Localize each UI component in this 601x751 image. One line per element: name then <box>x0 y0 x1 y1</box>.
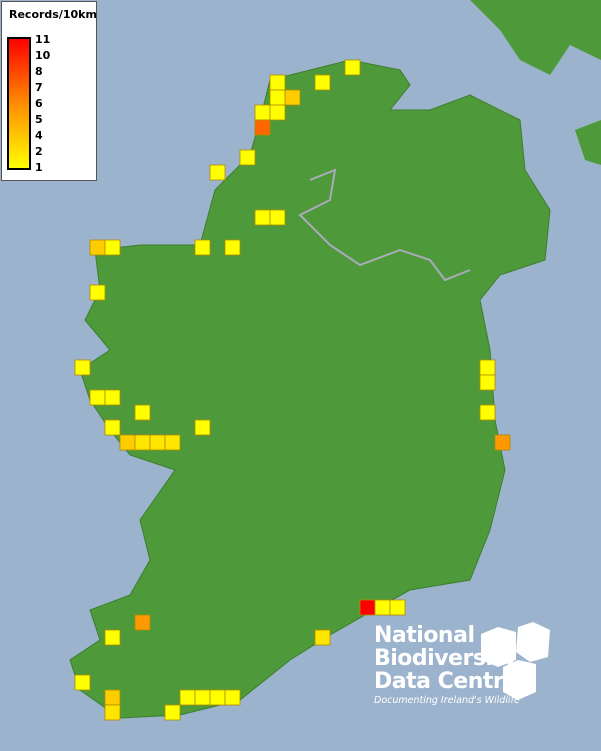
legend-tick: 4 <box>35 129 43 142</box>
record-square <box>254 209 271 226</box>
record-square <box>194 419 211 436</box>
record-square <box>269 74 286 91</box>
legend-tick: 8 <box>35 65 43 78</box>
record-square <box>119 434 136 451</box>
record-square <box>179 689 196 706</box>
legend-tick: 1 <box>35 161 43 174</box>
record-square <box>164 704 181 721</box>
record-square <box>209 689 226 706</box>
record-square <box>224 239 241 256</box>
record-square <box>164 434 181 451</box>
record-square <box>149 434 166 451</box>
legend-tick: 10 <box>35 49 51 62</box>
record-square <box>89 389 106 406</box>
record-squares <box>74 59 511 721</box>
record-square <box>134 614 151 631</box>
record-square <box>194 689 211 706</box>
legend-tick: 6 <box>35 97 43 110</box>
record-square <box>104 239 121 256</box>
record-square <box>209 164 226 181</box>
record-square <box>479 404 496 421</box>
record-square <box>314 629 331 646</box>
record-square <box>269 209 286 226</box>
record-square <box>239 149 256 166</box>
legend-tick: 11 <box>35 33 51 46</box>
record-square <box>104 389 121 406</box>
record-square <box>389 599 406 616</box>
scotland-island <box>575 120 601 165</box>
legend-tick: 7 <box>35 81 43 94</box>
legend-title: Records/10km <box>9 8 97 21</box>
record-square <box>479 374 496 391</box>
scotland-landmass <box>470 0 601 75</box>
record-square <box>104 704 121 721</box>
record-square <box>254 119 271 136</box>
record-square <box>344 59 361 76</box>
logo-hexagons-icon <box>481 622 550 700</box>
record-square <box>104 689 121 706</box>
record-square <box>104 419 121 436</box>
record-square <box>89 284 106 301</box>
record-square <box>374 599 391 616</box>
record-square <box>314 74 331 91</box>
record-square <box>74 674 91 691</box>
record-square <box>269 89 286 106</box>
record-square <box>224 689 241 706</box>
record-square <box>284 89 301 106</box>
record-square <box>104 629 121 646</box>
record-square <box>134 404 151 421</box>
record-square <box>74 359 91 376</box>
logo-line3: Data Centre <box>374 669 518 694</box>
legend: Records/10km 11 10 8 7 6 5 4 2 1 <box>1 1 97 181</box>
record-square <box>494 434 511 451</box>
northern-ireland-border <box>298 168 471 282</box>
record-square <box>269 104 286 121</box>
record-square <box>89 239 106 256</box>
color-ramp <box>7 37 31 170</box>
record-square <box>134 434 151 451</box>
record-square <box>479 359 496 376</box>
record-square <box>359 599 376 616</box>
record-square <box>254 104 271 121</box>
record-square <box>194 239 211 256</box>
legend-tick: 5 <box>35 113 43 126</box>
logo-tagline: Documenting Ireland's Wildlife <box>374 695 520 706</box>
logo-line1: National <box>374 623 475 648</box>
legend-tick: 2 <box>35 145 43 158</box>
